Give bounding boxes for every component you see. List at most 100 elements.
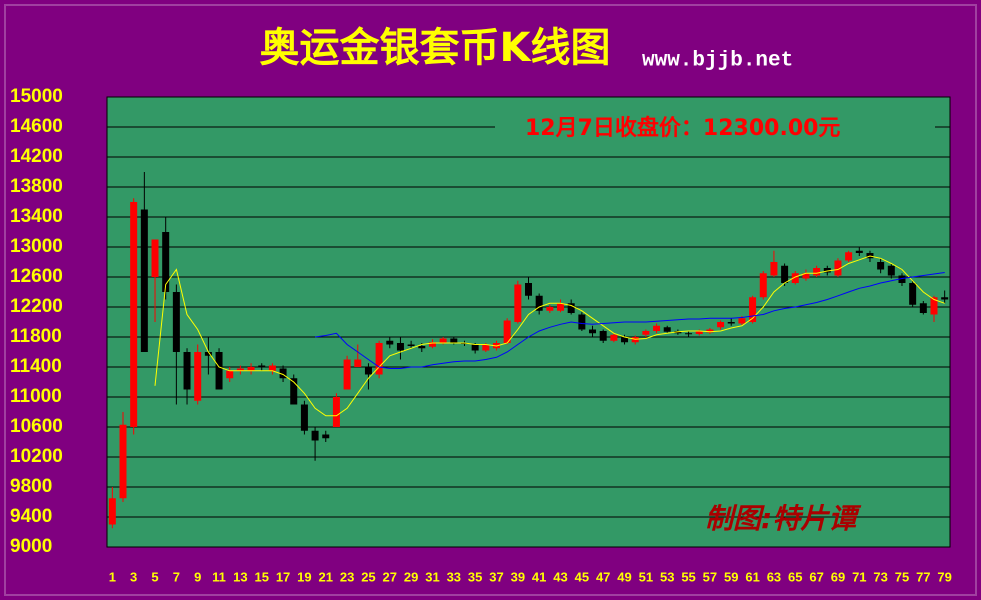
candle-body (140, 209, 148, 352)
candle-body (567, 303, 575, 313)
x-tick-label: 73 (873, 569, 887, 584)
candle-body (706, 329, 714, 333)
candle-body (236, 368, 244, 371)
x-tick-label: 29 (404, 569, 418, 584)
candle-body (663, 327, 671, 332)
moving-average-line (315, 272, 945, 369)
x-tick-label: 7 (173, 569, 180, 584)
y-tick-label: 9800 (10, 476, 52, 497)
candle-body (215, 352, 223, 390)
x-tick-label: 55 (681, 569, 695, 584)
candle-body (546, 307, 554, 311)
candle-body (887, 265, 895, 276)
x-tick-label: 31 (425, 569, 439, 584)
candle-body (268, 365, 276, 371)
y-tick-label: 15000 (10, 86, 63, 107)
candle-body (717, 322, 725, 328)
candle-body (108, 498, 116, 525)
candle-body (909, 283, 917, 305)
candle-body (653, 325, 661, 331)
candle-body (589, 329, 597, 334)
candle-body (450, 338, 458, 343)
x-tick-label: 67 (809, 569, 823, 584)
x-tick-label: 23 (340, 569, 354, 584)
y-tick-label: 14200 (10, 146, 63, 167)
x-tick-label: 79 (937, 569, 951, 584)
candle-body (375, 343, 383, 375)
candle-body (428, 342, 436, 347)
y-tick-label: 9000 (10, 536, 52, 557)
x-tick-label: 45 (575, 569, 589, 584)
x-tick-label: 39 (511, 569, 525, 584)
candle-body (194, 352, 202, 401)
candle-body (343, 359, 351, 390)
candle-body (396, 343, 404, 351)
x-tick-label: 25 (361, 569, 375, 584)
y-tick-label: 9400 (10, 506, 52, 527)
candle-body (727, 322, 735, 324)
x-tick-label: 13 (233, 569, 247, 584)
candle-body (279, 368, 287, 379)
x-tick-label: 35 (468, 569, 482, 584)
y-tick-label: 10200 (10, 446, 63, 467)
x-tick-label: 51 (639, 569, 653, 584)
x-tick-label: 69 (831, 569, 845, 584)
candle-body (258, 365, 266, 367)
candle-body (791, 273, 799, 283)
candle-body (535, 295, 543, 311)
candle-body (834, 260, 842, 276)
candle-body (151, 239, 159, 277)
x-tick-label: 3 (130, 569, 137, 584)
candle-body (290, 378, 298, 405)
candle-body (204, 352, 212, 356)
chart-title: 奥运金银套币K线图 (260, 25, 611, 71)
candle-body (759, 273, 767, 298)
candle-body (599, 331, 607, 341)
candle-body (642, 331, 650, 335)
candle-body (813, 268, 821, 276)
x-tick-label: 61 (745, 569, 759, 584)
x-tick-label: 43 (553, 569, 567, 584)
y-tick-label: 11400 (10, 356, 62, 377)
moving-average-line (154, 255, 945, 417)
x-tick-label: 21 (319, 569, 333, 584)
candle-body (514, 284, 522, 322)
x-tick-label: 65 (788, 569, 802, 584)
y-tick-label: 10600 (10, 416, 63, 437)
candle-body (386, 340, 394, 345)
candle-body (332, 397, 340, 427)
candle-body (877, 262, 885, 270)
candle-body (610, 334, 618, 341)
x-tick-label: 37 (489, 569, 503, 584)
candle-body (855, 250, 863, 253)
candle-body (300, 404, 308, 431)
candle-body (354, 359, 362, 367)
candle-body (770, 262, 778, 276)
chart-subtitle: www.bjjb.net (642, 50, 793, 73)
candle-body (503, 320, 511, 343)
candle-body (471, 344, 479, 351)
x-tick-label: 71 (852, 569, 866, 584)
x-tick-label: 49 (617, 569, 631, 584)
y-tick-label: 13400 (10, 206, 63, 227)
candle-body (407, 344, 415, 346)
candle-body (418, 346, 426, 349)
candle-body (930, 297, 938, 315)
candle-body (162, 232, 170, 292)
x-tick-label: 9 (194, 569, 201, 584)
candle-body (482, 344, 490, 351)
x-tick-label: 63 (767, 569, 781, 584)
annotation-bg (495, 112, 935, 144)
x-tick-label: 57 (703, 569, 717, 584)
candle-body (364, 367, 372, 375)
candle-body (439, 338, 447, 343)
x-tick-label: 53 (660, 569, 674, 584)
candle-body (749, 297, 757, 322)
candle-body (130, 202, 138, 427)
candle-body (621, 337, 629, 343)
candle-body (823, 268, 831, 273)
candle-body (119, 424, 127, 499)
x-tick-label: 59 (724, 569, 738, 584)
candle-body (557, 303, 565, 311)
x-tick-label: 47 (596, 569, 610, 584)
